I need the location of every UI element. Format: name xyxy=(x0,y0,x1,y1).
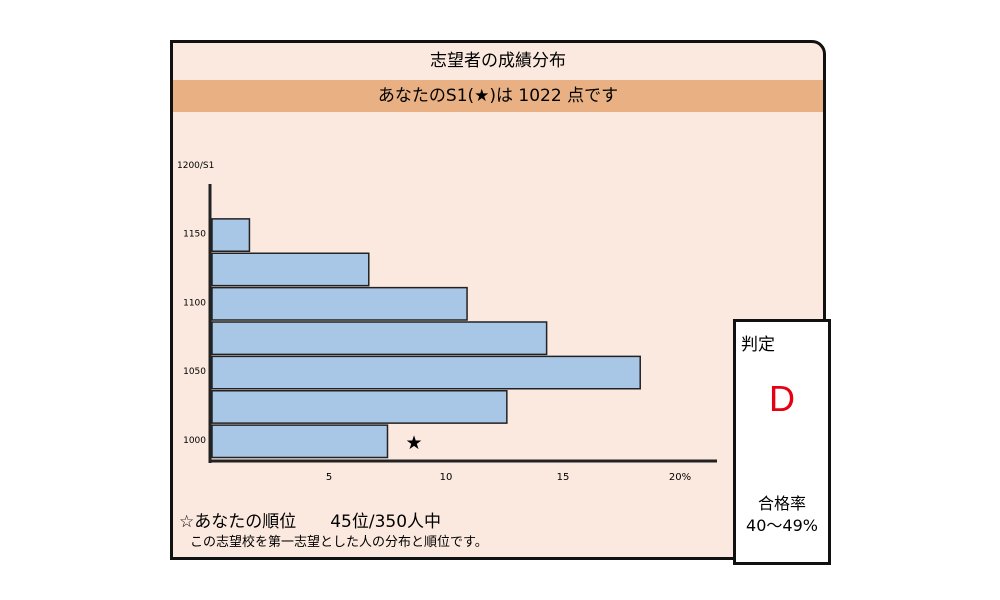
y-tick-label: 1100 xyxy=(183,298,206,308)
y-tick-label: 1000 xyxy=(183,436,206,446)
y-axis-label: 1200/S1 xyxy=(177,161,214,171)
histogram-bar xyxy=(211,286,468,321)
grade-value: D xyxy=(769,378,795,419)
rank-text: ☆あなたの順位 45位/350人中 xyxy=(179,512,442,532)
histogram-bar xyxy=(211,355,641,390)
histogram-bar xyxy=(211,252,370,287)
y-tick-label: 1150 xyxy=(183,230,206,240)
histogram-bar xyxy=(211,218,251,252)
judgement-box: 判定 D 合格率 40〜49% xyxy=(733,319,831,565)
distribution-chart: 1000 1050 1100 1150 5 10 15 20% ★ 1200/S1 xyxy=(177,161,717,483)
histogram-bar xyxy=(211,424,389,459)
x-tick-label: 15 xyxy=(557,472,570,483)
your-score-marker: ★ xyxy=(406,432,423,454)
y-tick-label: 1050 xyxy=(183,367,206,377)
pass-rate-value: 40〜49% xyxy=(746,516,818,535)
histogram-bar xyxy=(211,390,508,424)
score-banner: あなたのS1(★)は 1022 点です xyxy=(173,80,823,112)
pass-rate-label: 合格率 xyxy=(757,494,806,513)
judgement-label: 判定 xyxy=(741,335,775,355)
panel-title: 志望者の成績分布 xyxy=(430,51,566,71)
x-tick-label: 5 xyxy=(326,472,332,483)
x-tick-label: 10 xyxy=(440,472,453,483)
x-tick-label: 20% xyxy=(669,472,691,483)
results-panel: 志望者の成績分布 あなたのS1(★)は 1022 点です 1000 1050 110… xyxy=(170,40,831,565)
note-text: この志望校を第一志望とした人の分布と順位です。 xyxy=(190,535,488,550)
histogram-bar xyxy=(211,321,548,356)
